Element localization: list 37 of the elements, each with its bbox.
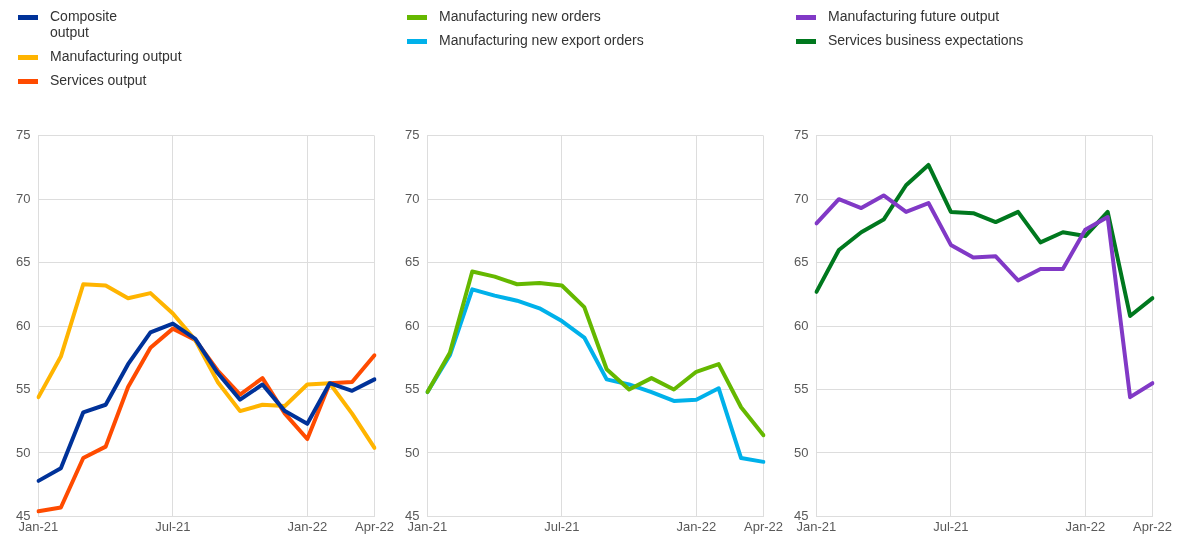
y-tick-label: 50 [404,444,420,460]
y-tick-label: 65 [404,254,420,270]
y-tick-label: 65 [15,254,31,270]
y-tick-label: 70 [15,190,31,206]
y-tick-label: 60 [793,317,809,333]
y-tick-label: 50 [793,444,809,460]
x-tick-label: Jul-21 [155,518,191,534]
y-tick-label: 75 [15,127,31,143]
x-tick-label: Apr-22 [743,518,784,534]
y-tick-label: 45 [793,507,809,523]
y-tick-label: 55 [404,381,420,397]
legend-label: Services business expectations [828,32,1024,48]
y-tick-label: 70 [404,190,420,206]
legend-label: Manufacturing output [50,48,182,64]
y-tick-label: 60 [15,317,31,333]
legend-label: Manufacturing new orders [439,8,601,24]
x-tick-label: Apr-22 [1132,518,1173,534]
legend-label: Services output [50,72,147,88]
x-tick-label: Apr-22 [354,518,395,534]
y-tick-label: 55 [793,381,809,397]
y-tick-label: 65 [793,254,809,270]
y-tick-label: 50 [15,444,31,460]
y-tick-label: 60 [404,317,420,333]
x-tick-label: Jul-21 [933,518,969,534]
legend-label: Manufacturing future output [828,8,1000,24]
x-tick-label: Jul-21 [544,518,580,534]
y-tick-label: 45 [15,507,31,523]
y-tick-label: 70 [793,190,809,206]
y-tick-label: 75 [404,127,420,143]
legend-label: Manufacturing new export orders [439,32,644,48]
y-tick-label: 45 [404,507,420,523]
x-tick-label: Jan-22 [287,518,328,534]
y-tick-label: 55 [15,381,31,397]
x-tick-label: Jan-22 [1065,518,1106,534]
legend-label: Composite output [50,8,117,40]
y-tick-label: 75 [793,127,809,143]
x-tick-label: Jan-22 [676,518,717,534]
